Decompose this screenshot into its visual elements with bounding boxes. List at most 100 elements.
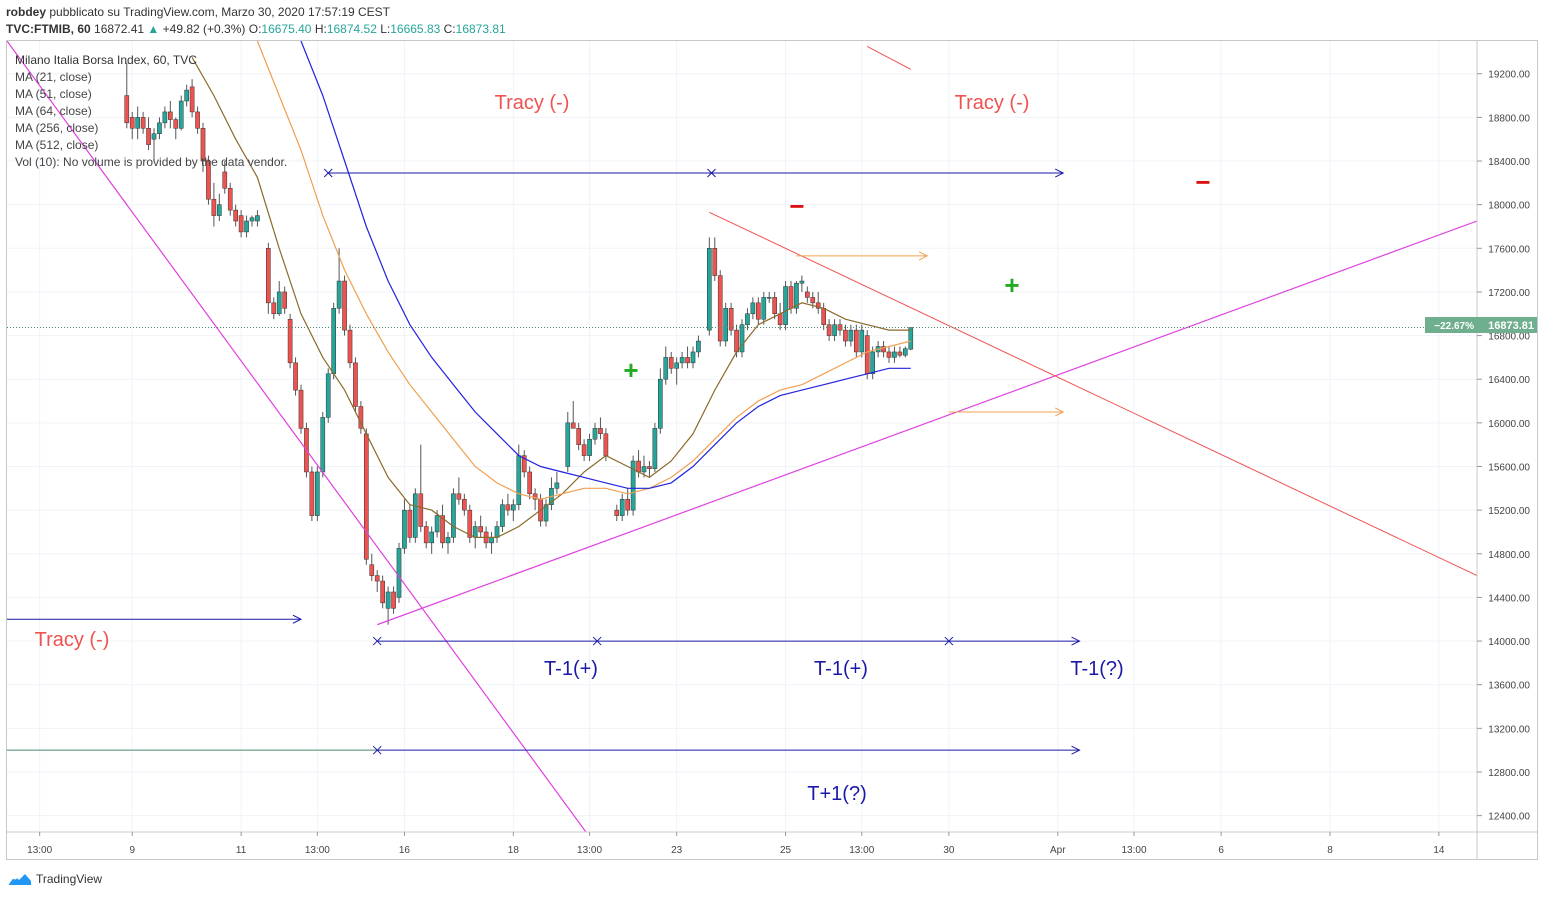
trendline-magenta-down [7, 41, 587, 832]
price-tag-bg [1477, 317, 1537, 333]
time-axis[interactable]: 13:00 9 11 13:00 16 18 13:00 23 25 13:00 30 Apr 13:0… [27, 832, 1445, 856]
range-orange-bottom-head [1054, 407, 1065, 417]
candle-body [249, 217, 255, 222]
minus-sign-1[interactable]: − [789, 191, 804, 221]
candle-body [799, 280, 805, 284]
candle-body [467, 509, 473, 538]
candle-body [707, 248, 712, 331]
y-tick-label: 18800.00 [1488, 113, 1530, 124]
candle-body [587, 438, 592, 456]
candle-body [511, 504, 516, 511]
annotation-labels: Tracy (-) Tracy (-) Tracy (-) T-1(+) T-1… [35, 92, 1211, 805]
candle-body [690, 351, 696, 364]
candle-body [821, 308, 826, 325]
candle-body [309, 471, 315, 516]
candle-body [434, 515, 440, 533]
candle-body [543, 504, 549, 522]
candle-body [184, 89, 189, 102]
candle-body [478, 526, 483, 533]
candle-body [761, 297, 767, 320]
candle-body [129, 117, 135, 129]
time-range-t1-cross [592, 636, 602, 646]
candle-body [576, 428, 581, 445]
x-tick-label: 13:00 [577, 845, 602, 856]
candle-body [206, 160, 211, 200]
open-label: O: [248, 22, 262, 36]
candle-body [146, 128, 151, 145]
tradingview-logo[interactable]: TradingView [8, 872, 102, 886]
candle-body [336, 280, 342, 309]
legend-ma64[interactable]: MA (64, close) [15, 104, 92, 118]
candle-body [233, 209, 238, 222]
candle-body [347, 329, 353, 364]
y-tick-label: 17200.00 [1488, 288, 1530, 299]
candle-body [908, 327, 914, 350]
candle-body [685, 357, 690, 364]
tradingview-brand: TradingView [36, 872, 103, 886]
author-name[interactable]: robdey [6, 5, 47, 19]
candle-body [892, 351, 897, 358]
tracy-label-1[interactable]: Tracy (-) [495, 92, 570, 114]
candle-body [897, 351, 903, 356]
plus-sign-2[interactable]: + [1004, 270, 1019, 300]
candle-body [173, 119, 179, 129]
candle-body [276, 291, 282, 315]
candle-body [413, 493, 418, 538]
plot-area[interactable] [7, 41, 1477, 859]
legend-ma512[interactable]: MA (512, close) [15, 138, 99, 152]
symbol-label[interactable]: TVC:FTMIB, 60 [6, 22, 91, 36]
plus-sign-1[interactable]: + [623, 355, 638, 385]
candle-body [423, 526, 429, 544]
high-value: 16874.52 [326, 22, 377, 36]
chart-frame[interactable] [6, 40, 1538, 860]
tracy-label-3[interactable]: Tracy (-) [35, 629, 110, 651]
y-tick-label: 13200.00 [1488, 724, 1530, 735]
candle-body [211, 198, 217, 216]
legend-ma256[interactable]: MA (256, close) [15, 121, 99, 135]
candle-body [217, 204, 222, 216]
t1-label-a[interactable]: T-1(+) [544, 658, 598, 680]
candle-body [788, 286, 794, 309]
legend-ma21[interactable]: MA (21, close) [15, 70, 92, 84]
candle-body [756, 302, 761, 320]
candle-body [859, 329, 865, 353]
candle-body [728, 308, 734, 331]
candle-body [832, 324, 837, 336]
candle-body [717, 275, 723, 342]
candle-body [663, 357, 669, 380]
trendline-red-top [866, 46, 912, 70]
last-price: 16872.41 [94, 22, 145, 36]
candle-body [320, 417, 326, 473]
candle-body [674, 362, 679, 369]
legend-title[interactable]: Milano Italia Borsa Index, 60, TVC [15, 53, 197, 67]
candle-body [527, 471, 532, 495]
y-tick-label: 13600.00 [1488, 681, 1530, 692]
candle-body [445, 537, 451, 544]
candle-body [810, 297, 816, 304]
candle-body [554, 482, 560, 489]
candle-body [668, 357, 674, 369]
candle-body [238, 215, 244, 233]
candle-body [783, 286, 788, 325]
t1-label-b[interactable]: T-1(+) [814, 658, 868, 680]
t-plus-label[interactable]: T+1(?) [807, 783, 866, 805]
candle-body [429, 531, 434, 544]
y-tick-label: 14400.00 [1488, 593, 1530, 604]
t1-label-c[interactable]: T-1(?) [1070, 658, 1123, 680]
y-tick-label: 19200.00 [1488, 70, 1530, 81]
legend-ma51[interactable]: MA (51, close) [15, 87, 92, 101]
tracy-label-2[interactable]: Tracy (-) [955, 92, 1030, 114]
candle-body [630, 460, 636, 511]
candle-body [881, 346, 886, 353]
minus-sign-2[interactable]: − [1195, 167, 1210, 197]
candle-body [886, 351, 892, 358]
low-label: L: [380, 22, 391, 36]
legend-volume[interactable]: Vol (10): No volume is provided by the d… [15, 155, 288, 169]
candle-body [489, 537, 494, 544]
price-axis[interactable]: 12400.00 12800.00 13200.00 13600.00 14000.00… [1477, 70, 1530, 823]
y-tick-label: 16800.00 [1488, 332, 1530, 343]
candle-body [739, 324, 745, 353]
candle-body [407, 509, 413, 538]
candle-body [565, 422, 571, 467]
